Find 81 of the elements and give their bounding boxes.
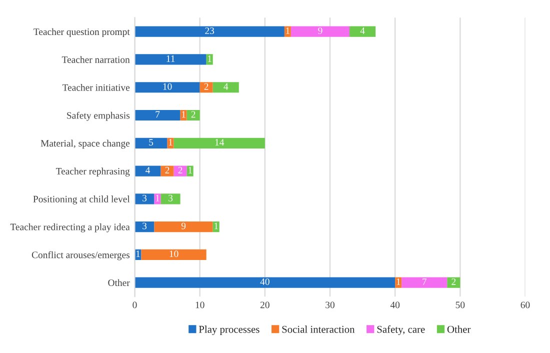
- bar: [206, 54, 213, 65]
- y-tick-label: Teacher rephrasing: [56, 168, 130, 176]
- bar: [212, 82, 239, 93]
- data-label: 1: [182, 111, 186, 118]
- data-label: 10: [170, 250, 178, 258]
- data-label: 40: [260, 278, 270, 286]
- data-label: 4: [146, 166, 150, 174]
- data-label: 7: [422, 278, 427, 285]
- data-label: 3: [168, 194, 173, 202]
- bar: [447, 277, 460, 288]
- legend-label: Play processes: [198, 326, 260, 335]
- bar: [134, 166, 161, 176]
- y-tick-label: Teacher question prompt: [34, 28, 130, 38]
- data-label: 2: [452, 278, 456, 285]
- bar: [186, 110, 200, 121]
- bar: [154, 222, 213, 232]
- x-tick-label: 0: [132, 302, 137, 308]
- data-label: 14: [215, 139, 224, 146]
- bar: [141, 249, 206, 260]
- legend-label: Social interaction: [282, 326, 355, 333]
- bar: [134, 26, 284, 37]
- data-label: 1: [188, 166, 192, 174]
- x-tick-label: 30: [326, 302, 334, 308]
- data-label: 5: [149, 139, 154, 146]
- data-label: 1: [168, 139, 172, 146]
- bar: [134, 194, 154, 204]
- bar: [167, 138, 174, 148]
- x-tick-label: 20: [260, 302, 270, 308]
- bar: [186, 166, 194, 176]
- bar: [160, 166, 174, 176]
- data-label: 23: [205, 27, 214, 34]
- y-tick-label: Teacher redirecting a play idea: [10, 223, 130, 232]
- bar: [200, 82, 213, 93]
- data-label: 9: [181, 222, 186, 230]
- bar: [174, 166, 187, 176]
- x-tick-label: 50: [456, 302, 465, 308]
- data-label: 10: [163, 83, 172, 90]
- data-label: 1: [156, 194, 160, 202]
- y-tick-label: Conflict arouses/emerges: [32, 251, 130, 260]
- data-label: 9: [318, 27, 322, 34]
- bar: [134, 277, 396, 288]
- bar: [174, 138, 265, 148]
- bar: [350, 26, 376, 37]
- data-label: 1: [136, 250, 140, 258]
- data-label: 1: [396, 278, 400, 285]
- bar: [402, 277, 448, 288]
- data-label: 2: [165, 166, 170, 174]
- bar: [212, 222, 220, 232]
- y-tick-label: Other: [108, 279, 130, 286]
- x-tick-label: 10: [196, 302, 204, 308]
- data-label: 2: [178, 166, 182, 174]
- bar: [290, 26, 350, 37]
- x-tick-label: 60: [520, 302, 530, 308]
- bar: [284, 26, 291, 37]
- y-tick-label: Material, space change: [40, 140, 130, 149]
- data-label: 4: [360, 28, 365, 34]
- bar: [134, 54, 206, 65]
- bar: [160, 194, 180, 204]
- y-tick-label: Positioning at child level: [33, 196, 130, 204]
- data-label: 11: [166, 55, 175, 62]
- data-label: 3: [142, 222, 147, 230]
- bar: [180, 110, 187, 121]
- data-label: 1: [208, 55, 212, 62]
- data-label: 3: [142, 194, 147, 202]
- legend-label: Other: [447, 326, 471, 333]
- data-label: 2: [204, 83, 208, 90]
- bar: [134, 222, 154, 232]
- bar: [134, 138, 168, 148]
- data-label: 4: [224, 83, 228, 90]
- data-label: 1: [286, 28, 290, 34]
- data-label: 2: [191, 111, 196, 118]
- x-tick-label: 40: [390, 302, 400, 308]
- y-tick-label: Safety emphasis: [67, 112, 130, 121]
- legend-label: Safety, care: [377, 325, 425, 335]
- y-tick-label: Teacher initiative: [62, 84, 130, 91]
- bar: [134, 110, 180, 121]
- data-label: 1: [214, 222, 218, 230]
- bar: [154, 194, 161, 204]
- data-label: 7: [156, 111, 160, 118]
- bar: [134, 82, 200, 93]
- y-tick-label: Teacher narration: [62, 56, 130, 63]
